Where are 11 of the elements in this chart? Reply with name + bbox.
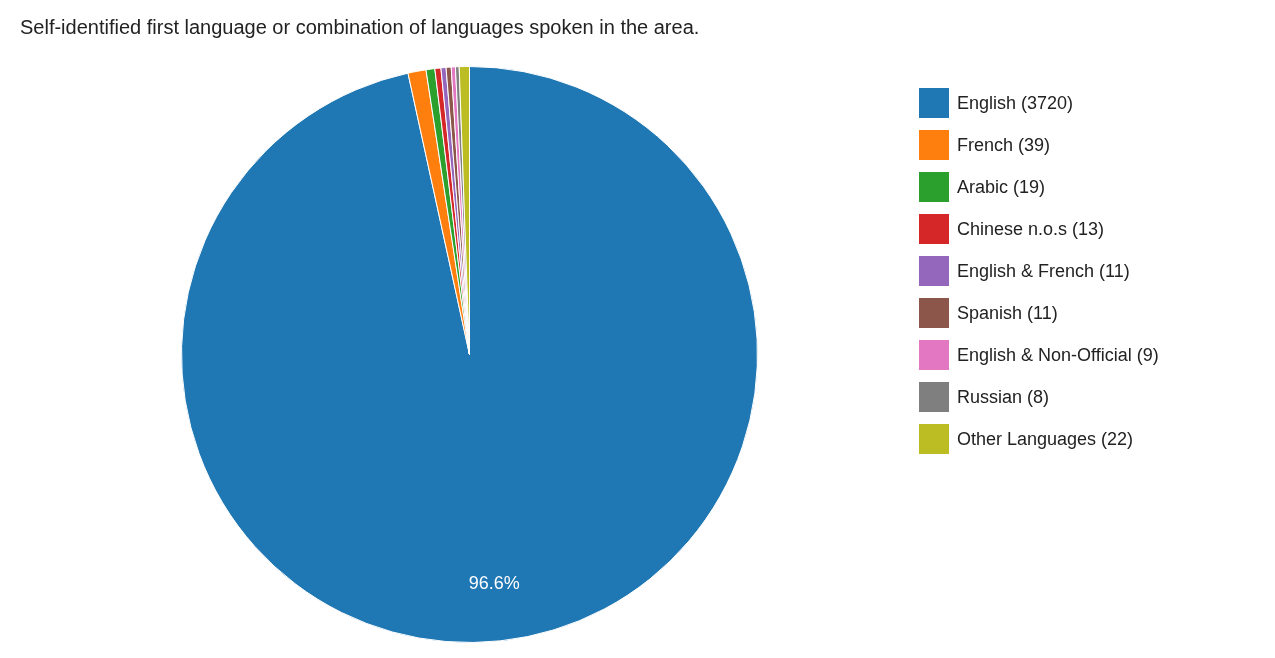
legend-label: Russian (8)	[957, 386, 1050, 408]
text: 96.6%	[468, 572, 520, 593]
legend-label: Other Languages (22)	[957, 428, 1134, 450]
legend-label: French (39)	[957, 134, 1051, 156]
legend-label: Arabic (19)	[957, 176, 1046, 198]
legend-label: English (3720)	[957, 92, 1074, 114]
legend-label: English & French (11)	[957, 260, 1130, 282]
chart-title: Self-identified first language or combination of languages spoken in the area.	[20, 16, 700, 39]
legend-label: English & Non-Official (9)	[957, 344, 1159, 366]
legend-label: Spanish (11)	[957, 302, 1058, 324]
legend-label: Chinese n.o.s (13)	[957, 218, 1105, 240]
